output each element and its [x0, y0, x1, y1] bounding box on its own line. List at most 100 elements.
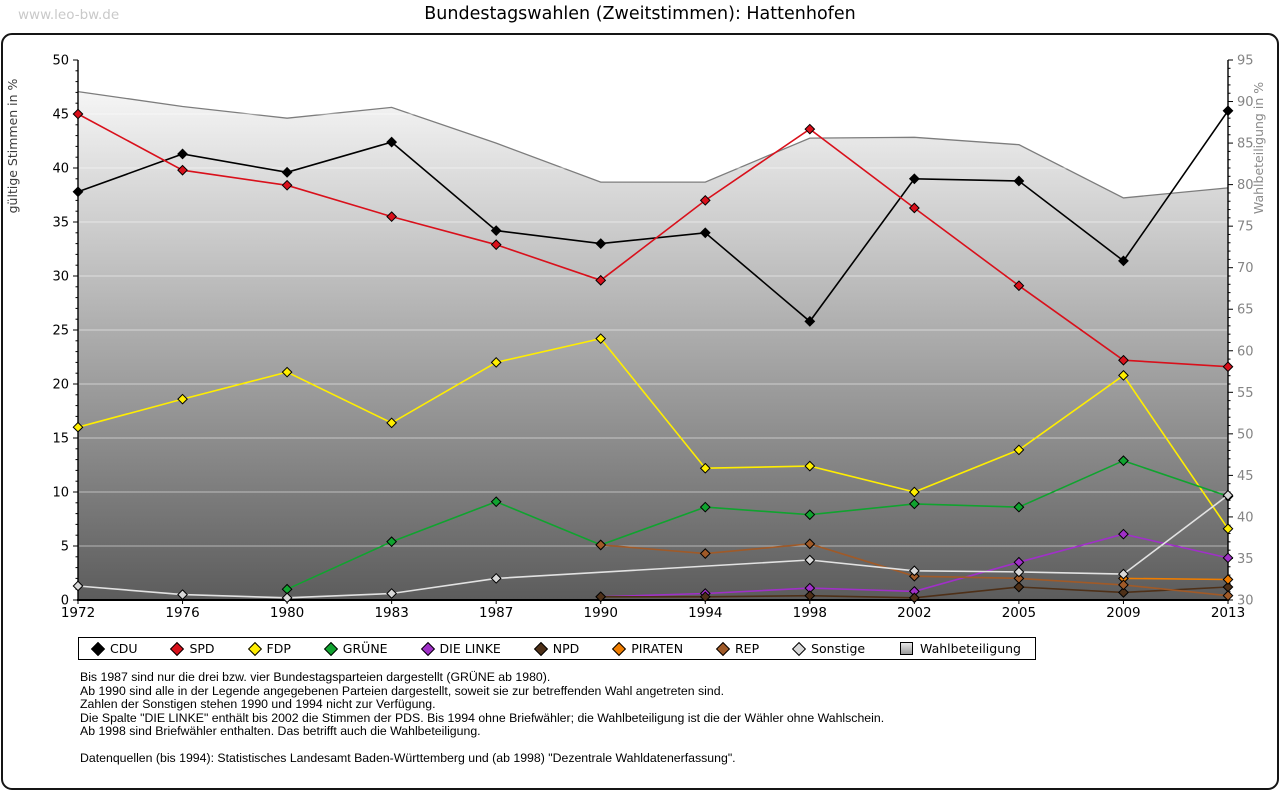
page-title: Bundestagswahlen (Zweitstimmen): Hattenh…	[424, 4, 856, 24]
chart-svg: 0 5 10 15 20 25 30 35 40 45 50 30 35 40 45 50 55 60 65 70 75…	[5, 54, 1266, 622]
legend-marker-CDU	[90, 641, 106, 656]
legend-marker-Sonstige	[791, 641, 807, 656]
marker-CDU	[908, 173, 920, 185]
watermark: www.leo-bw.de	[18, 7, 120, 23]
x-label-1980: 1980	[270, 605, 304, 621]
x-label-1972: 1972	[61, 605, 95, 621]
marker-CDU	[72, 186, 84, 198]
series-line-Sonstige	[77, 494, 1229, 599]
marker-SPD	[281, 179, 293, 191]
marker-GRÜNE	[1013, 501, 1025, 513]
marker-DIE LINKE	[1118, 528, 1129, 540]
marker-SPD	[804, 123, 816, 135]
tick-label-left: 5	[61, 540, 69, 555]
marker-FDP	[281, 366, 293, 378]
legend-item-SPD: SPD	[170, 641, 215, 656]
legend-marker-FDP	[247, 641, 262, 656]
x-label-2005: 2005	[1002, 605, 1036, 621]
legend-item-FDP: FDP	[247, 641, 291, 656]
footnote-line: Zahlen der Sonstigen stehen 1990 und 199…	[80, 697, 436, 711]
marker-FDP	[595, 333, 607, 345]
election-line-chart: 0 5 10 15 20 25 30 35 40 45 50 30 35 40 45 50 55 60 65 70 75…	[5, 54, 1266, 622]
marker-REP	[1013, 572, 1025, 584]
tick-label-right: 55	[1237, 386, 1254, 401]
marker-GRÜNE	[699, 501, 711, 513]
marker-SPD	[72, 108, 84, 120]
marker-NPD	[699, 591, 711, 603]
marker-CDU	[386, 136, 398, 148]
marker-FDP	[908, 486, 920, 498]
tick-label-right: 95	[1237, 54, 1254, 69]
marker-REP	[1222, 590, 1234, 602]
legend-marker-Wahlbeteiligung	[900, 642, 914, 655]
series-line-FDP	[77, 337, 1229, 530]
marker-SPD	[699, 194, 711, 206]
tick-label-right: 40	[1237, 510, 1254, 525]
marker-REP	[1118, 579, 1129, 591]
tick-label-left: 45	[52, 108, 69, 123]
wahlbeteiligung-edge	[77, 90, 1229, 199]
x-label-1990: 1990	[584, 605, 618, 621]
tick-label-left: 30	[52, 270, 69, 285]
marker-CDU	[1013, 175, 1025, 187]
tick-label-right: 80	[1237, 178, 1254, 193]
legend-label: Sonstige	[811, 641, 866, 656]
legend-item-GRÜNE: GRÜNE	[323, 641, 388, 656]
marker-CDU	[699, 227, 711, 239]
tick-label-right: 45	[1237, 469, 1254, 484]
legend-label: PIRATEN	[631, 641, 684, 656]
marker-GRÜNE	[804, 509, 816, 521]
footnotes: Bis 1987 sind nur die drei bzw. vier Bun…	[80, 670, 885, 765]
tick-label-right: 35	[1237, 552, 1254, 567]
marker-CDU	[804, 315, 816, 327]
tick-label-left: 40	[52, 162, 69, 177]
marker-Sonstige	[386, 588, 398, 599]
tick-label-left: 25	[52, 324, 69, 339]
footnote-line: Ab 1990 sind alle in der Legende angegeb…	[80, 683, 724, 698]
marker-REP	[595, 539, 607, 551]
marker-CDU	[595, 238, 607, 250]
tick-label-left: 15	[52, 432, 69, 447]
legend-item-REP: REP	[715, 641, 759, 656]
marker-FDP	[72, 421, 84, 433]
tick-label-left: 20	[52, 378, 69, 393]
x-label-1998: 1998	[793, 605, 827, 621]
marker-CDU	[281, 166, 293, 178]
legend-label: CDU	[110, 641, 138, 656]
marker-CDU	[177, 148, 188, 160]
marker-NPD	[1013, 581, 1025, 593]
legend-marker-SPD	[170, 641, 185, 656]
x-label-1994: 1994	[688, 605, 722, 621]
marker-GRÜNE	[490, 496, 502, 508]
marker-Sonstige	[1118, 568, 1129, 580]
legend-label: DIE LINKE	[439, 641, 501, 656]
marker-DIE LINKE	[1222, 552, 1234, 564]
series-line-GRÜNE	[286, 459, 1229, 590]
legend-label: Wahlbeteiligung	[920, 641, 1021, 656]
marker-Sonstige	[804, 554, 816, 566]
marker-SPD	[490, 239, 502, 251]
marker-Sonstige	[1222, 489, 1234, 501]
wahlbeteiligung-area	[78, 91, 1228, 600]
legend-item-Wahlbeteiligung: Wahlbeteiligung	[900, 641, 1021, 656]
x-label-1983: 1983	[374, 605, 408, 621]
legend-marker-GRÜNE	[323, 641, 338, 656]
marker-SPD	[1222, 361, 1234, 373]
marker-CDU	[1118, 255, 1129, 267]
marker-Sonstige	[72, 580, 84, 592]
marker-SPD	[1118, 354, 1129, 366]
marker-GRÜNE	[908, 498, 920, 510]
marker-Sonstige	[908, 565, 920, 577]
tick-label-right: 50	[1237, 427, 1254, 442]
source-line: Datenquellen (bis 1994): Statistisches L…	[80, 750, 736, 765]
marker-NPD	[908, 592, 920, 604]
footnote-line: Die Spalte "DIE LINKE" enthält bis 2002 …	[80, 710, 885, 725]
marker-REP	[804, 538, 816, 550]
marker-Sonstige	[177, 589, 188, 601]
legend-label: GRÜNE	[342, 641, 388, 656]
marker-Sonstige	[490, 572, 502, 584]
x-label-2002: 2002	[897, 605, 931, 621]
marker-FDP	[1222, 523, 1234, 535]
marker-NPD	[1118, 587, 1129, 598]
